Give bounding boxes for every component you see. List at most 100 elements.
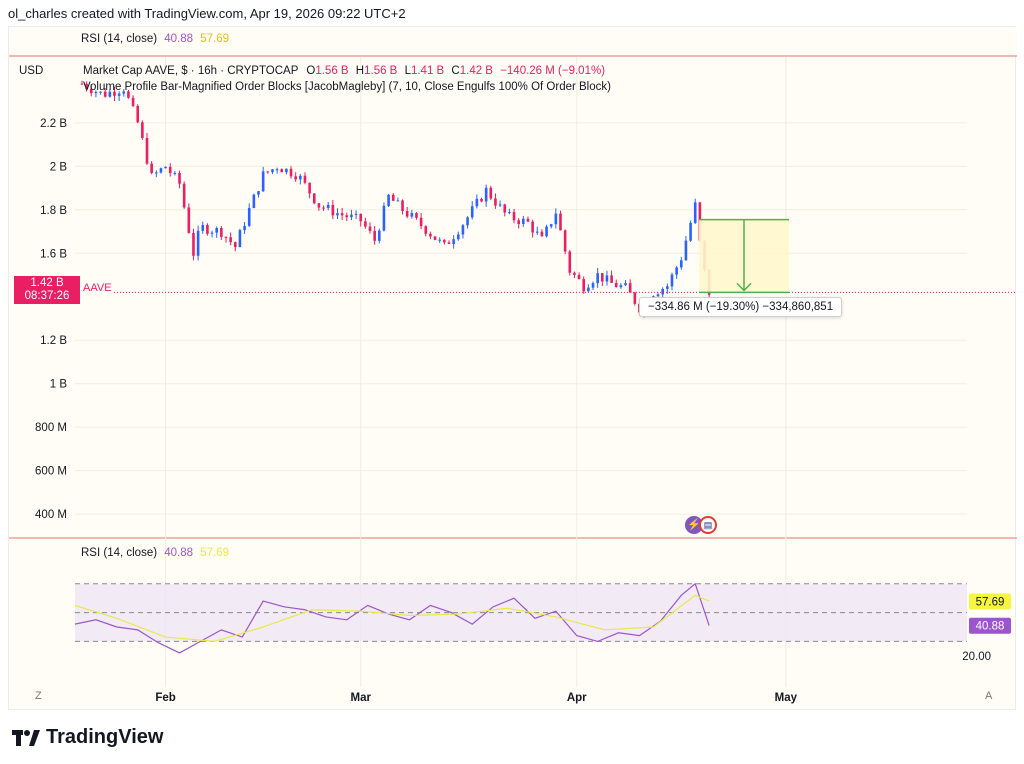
candle-body [401,200,404,211]
candle-body [99,91,102,93]
candle-body [512,212,516,221]
top-rsi-label: RSI (14, close) [81,33,158,45]
candle-body [563,230,567,252]
candle-body [489,187,493,199]
tradingview-wordmark: TradingView [46,726,164,748]
candle-body [359,213,363,222]
rsi-line [74,582,710,654]
candle-body [596,273,599,284]
ohlc-change: −140.26 M (−9.01%) [500,65,606,77]
rsi-legend[interactable]: RSI (14, close) 40.88 57.69 [81,547,229,559]
zoom-toggle-button[interactable]: Z [35,690,42,702]
y-tick-label: 1 B [50,379,68,391]
candle-body [494,198,497,206]
top-rsi-legend[interactable]: RSI (14, close) 40.88 57.69 [81,33,229,45]
rsi-label: RSI (14, close) [81,547,158,559]
candle-body [252,194,256,209]
candle-body [601,273,604,282]
y-tick-label: 2 B [50,161,68,173]
x-tick-label: Mar [350,692,371,704]
candle-body [261,171,265,192]
auto-scale-button[interactable]: A [985,690,993,702]
candle-body [429,233,432,237]
candle-body [378,230,381,241]
candle-body [670,274,674,287]
candle-body [159,168,163,173]
bar-countdown: 08:37:26 [24,290,70,302]
candle-body [689,222,692,241]
candle-body [610,275,613,283]
candle-body [447,242,451,244]
top-rsi-value: 40.88 [164,33,194,45]
candle-body [229,237,232,243]
candle-body [317,203,321,208]
candle-body [438,239,441,241]
candle-body [178,172,181,184]
candle-body [466,217,469,226]
candle-body [526,218,530,222]
candle-body [80,83,84,85]
candle-body [350,214,353,218]
ohlc-l: L1.41 B [404,65,445,77]
rsi-value: 40.88 [164,547,194,559]
candle-body [545,226,548,237]
candle-body [168,166,172,174]
candle-body [103,91,107,97]
candle-body [136,105,140,123]
candle-body [535,231,539,233]
candle-body [94,91,98,94]
candle-body [531,221,534,233]
candle-body [475,198,479,207]
candle-body [220,227,223,237]
top-pane-bg [9,27,1017,56]
candle-body [89,88,93,94]
candle-body [410,213,414,217]
candle-body [619,285,623,288]
candle-body [484,187,488,202]
candle-body [108,91,112,97]
candle-body [340,213,344,216]
candle-body [452,239,455,244]
indicator-legend[interactable]: Volume Profile Bar-Magnified Order Block… [83,81,611,93]
candle-body [275,169,279,171]
candle-body [331,204,335,216]
y-tick-label: 800 M [35,422,67,434]
candle-body [679,260,683,268]
candle-body [336,213,339,216]
measure-readout: −334.86 M (−19.30%) −334,860,851 [639,297,843,317]
candle-body [117,93,121,96]
candle-body [164,166,167,169]
rsi-badge: 40.88 [976,621,1005,633]
us-flag-event-icon[interactable]: ▤ [699,516,717,534]
lightning-event-icon[interactable]: ⚡ [685,516,703,534]
x-tick-label: May [775,692,798,704]
symbol-title[interactable]: Market Cap AAVE, $ · 16h · CRYPTOCAP [83,65,299,77]
currency-label[interactable]: USD [19,65,44,77]
measure-arrow-head [736,282,752,292]
candle-body [568,251,572,273]
candle-body [187,207,191,233]
rsi-tick-20: 20.00 [962,651,991,663]
main-legend[interactable]: Market Cap AAVE, $ · 16h · CRYPTOCAP O1.… [83,65,605,77]
chart-canvas[interactable]: 2.2 B 2 B 1.8 B 1.6 B 1.2 B 1 B 800 M 600 M 400 … [9,27,1017,711]
tradingview-logo[interactable]: TradingView [12,726,163,749]
candle-body [271,169,274,173]
candle-body [238,230,242,248]
candle-body [461,225,465,235]
candle-body [122,91,126,94]
chart-frame[interactable]: 2.2 B 2 B 1.8 B 1.6 B 1.2 B 1 B 800 M 600 M 400 … [8,26,1017,711]
rsi-ma-badge: 57.69 [976,597,1005,609]
candle-body [345,215,349,218]
candle-body [312,193,316,204]
candle-body [405,210,409,217]
rsi-ma-value: 57.69 [200,547,230,559]
candle-body [257,191,260,195]
candle-body [308,182,311,194]
candle-body [470,206,474,218]
candles [75,80,1015,318]
candle-body [517,220,520,225]
candle-body [498,204,502,206]
candle-body [693,202,697,223]
candle-body [419,217,423,227]
y-tick-label: 600 M [35,466,67,478]
